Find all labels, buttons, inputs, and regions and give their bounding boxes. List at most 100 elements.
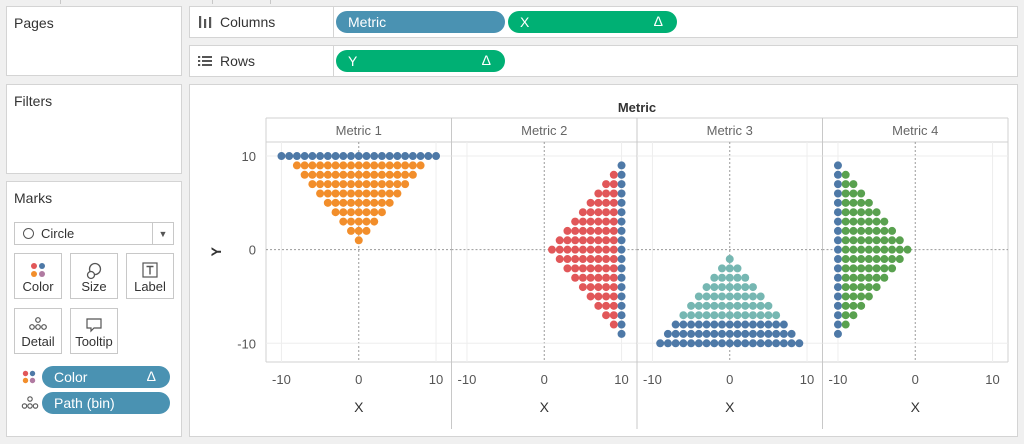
data-point[interactable] bbox=[748, 311, 757, 320]
data-point[interactable] bbox=[586, 226, 595, 235]
data-point[interactable] bbox=[833, 255, 842, 264]
data-point[interactable] bbox=[671, 329, 680, 338]
data-point[interactable] bbox=[841, 292, 850, 301]
data-point[interactable] bbox=[578, 226, 587, 235]
data-point[interactable] bbox=[872, 264, 881, 273]
data-point[interactable] bbox=[308, 170, 317, 179]
data-point[interactable] bbox=[833, 208, 842, 217]
data-point[interactable] bbox=[833, 245, 842, 254]
data-point[interactable] bbox=[602, 273, 611, 282]
data-point[interactable] bbox=[880, 245, 889, 254]
data-point[interactable] bbox=[602, 311, 611, 320]
data-point[interactable] bbox=[594, 283, 603, 292]
data-point[interactable] bbox=[849, 311, 858, 320]
data-point[interactable] bbox=[408, 161, 417, 170]
data-point[interactable] bbox=[833, 189, 842, 198]
data-point[interactable] bbox=[733, 320, 742, 329]
data-point[interactable] bbox=[331, 152, 340, 161]
data-point[interactable] bbox=[718, 264, 727, 273]
data-point[interactable] bbox=[377, 180, 386, 189]
data-point[interactable] bbox=[702, 283, 711, 292]
data-point[interactable] bbox=[292, 161, 301, 170]
data-point[interactable] bbox=[594, 198, 603, 207]
data-point[interactable] bbox=[300, 161, 309, 170]
data-point[interactable] bbox=[872, 208, 881, 217]
data-point[interactable] bbox=[857, 255, 866, 264]
data-point[interactable] bbox=[710, 311, 719, 320]
data-point[interactable] bbox=[347, 189, 356, 198]
data-point[interactable] bbox=[563, 255, 572, 264]
data-point[interactable] bbox=[385, 161, 394, 170]
data-point[interactable] bbox=[563, 236, 572, 245]
data-point[interactable] bbox=[864, 255, 873, 264]
data-point[interactable] bbox=[849, 180, 858, 189]
label-button[interactable]: Label bbox=[126, 253, 174, 299]
data-point[interactable] bbox=[764, 320, 773, 329]
data-point[interactable] bbox=[748, 320, 757, 329]
data-point[interactable] bbox=[687, 301, 696, 310]
data-point[interactable] bbox=[362, 217, 371, 226]
data-point[interactable] bbox=[733, 264, 742, 273]
data-point[interactable] bbox=[888, 236, 897, 245]
data-point[interactable] bbox=[354, 217, 363, 226]
data-point[interactable] bbox=[385, 189, 394, 198]
data-point[interactable] bbox=[347, 161, 356, 170]
mark-type-dropdown[interactable]: Circle ▼ bbox=[14, 222, 174, 245]
data-point[interactable] bbox=[733, 311, 742, 320]
data-point[interactable] bbox=[663, 329, 672, 338]
data-point[interactable] bbox=[857, 245, 866, 254]
data-point[interactable] bbox=[710, 320, 719, 329]
data-point[interactable] bbox=[679, 311, 688, 320]
data-point[interactable] bbox=[888, 245, 897, 254]
data-point[interactable] bbox=[710, 329, 719, 338]
data-point[interactable] bbox=[718, 320, 727, 329]
data-point[interactable] bbox=[354, 208, 363, 217]
data-point[interactable] bbox=[602, 255, 611, 264]
data-point[interactable] bbox=[416, 152, 425, 161]
data-point[interactable] bbox=[331, 198, 340, 207]
data-point[interactable] bbox=[385, 170, 394, 179]
data-point[interactable] bbox=[833, 329, 842, 338]
data-point[interactable] bbox=[864, 208, 873, 217]
data-point[interactable] bbox=[756, 320, 765, 329]
data-point[interactable] bbox=[872, 226, 881, 235]
data-point[interactable] bbox=[370, 217, 379, 226]
data-point[interactable] bbox=[617, 236, 626, 245]
data-point[interactable] bbox=[370, 161, 379, 170]
data-point[interactable] bbox=[864, 264, 873, 273]
data-point[interactable] bbox=[323, 198, 332, 207]
data-point[interactable] bbox=[833, 198, 842, 207]
data-point[interactable] bbox=[362, 161, 371, 170]
data-point[interactable] bbox=[385, 152, 394, 161]
data-point[interactable] bbox=[849, 292, 858, 301]
data-point[interactable] bbox=[377, 189, 386, 198]
data-point[interactable] bbox=[841, 236, 850, 245]
data-point[interactable] bbox=[347, 198, 356, 207]
data-point[interactable] bbox=[833, 226, 842, 235]
data-point[interactable] bbox=[609, 170, 618, 179]
data-point[interactable] bbox=[339, 170, 348, 179]
data-point[interactable] bbox=[617, 189, 626, 198]
data-point[interactable] bbox=[339, 189, 348, 198]
data-point[interactable] bbox=[602, 226, 611, 235]
data-point[interactable] bbox=[362, 170, 371, 179]
data-point[interactable] bbox=[362, 180, 371, 189]
data-point[interactable] bbox=[880, 273, 889, 282]
data-point[interactable] bbox=[841, 180, 850, 189]
data-point[interactable] bbox=[694, 329, 703, 338]
data-point[interactable] bbox=[586, 245, 595, 254]
data-point[interactable] bbox=[308, 152, 317, 161]
data-point[interactable] bbox=[756, 301, 765, 310]
size-button[interactable]: Size bbox=[70, 253, 118, 299]
data-point[interactable] bbox=[377, 208, 386, 217]
data-point[interactable] bbox=[285, 152, 294, 161]
data-point[interactable] bbox=[833, 217, 842, 226]
data-point[interactable] bbox=[347, 180, 356, 189]
data-point[interactable] bbox=[547, 245, 556, 254]
data-point[interactable] bbox=[594, 255, 603, 264]
data-point[interactable] bbox=[594, 189, 603, 198]
data-point[interactable] bbox=[857, 283, 866, 292]
data-point[interactable] bbox=[841, 245, 850, 254]
data-point[interactable] bbox=[841, 320, 850, 329]
data-point[interactable] bbox=[733, 329, 742, 338]
